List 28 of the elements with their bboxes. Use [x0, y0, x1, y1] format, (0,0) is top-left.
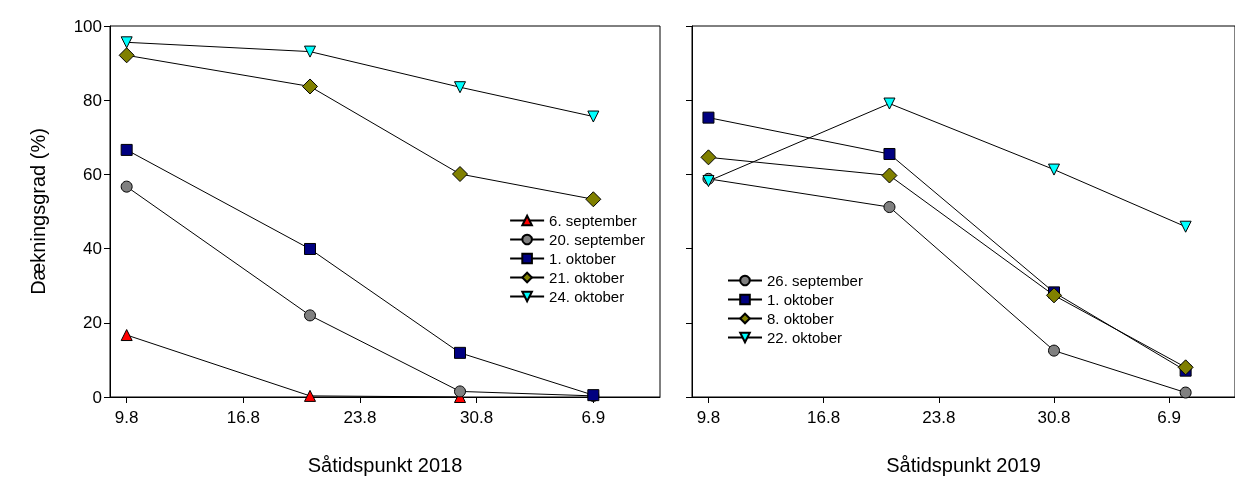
x-tick-label: 16.8 [807, 408, 841, 427]
x-tick-label: 9.8 [114, 408, 139, 427]
y-tick-label: 100 [73, 16, 102, 36]
x-tick-label: 16.8 [226, 408, 260, 427]
x-axis-title: Såtidspunkt 2018 [307, 454, 463, 476]
legend-label: 8. oktober [767, 310, 834, 327]
legend-label: 6. september [549, 212, 637, 229]
legend-label: 21. oktober [549, 269, 625, 286]
legend-label: 22. oktober [767, 329, 843, 346]
y-tick-label: 80 [83, 90, 102, 110]
legend-label: 20. september [549, 231, 645, 248]
y-axis-title: Dækningsgrad (%) [27, 128, 49, 295]
y-tick-label: 20 [83, 313, 102, 333]
x-tick-label: 6.9 [1157, 408, 1181, 427]
x-tick-label: 6.9 [581, 408, 606, 427]
x-axis-title: Såtidspunkt 2019 [886, 454, 1041, 476]
legend-label: 24. oktober [549, 288, 625, 305]
y-tick-label: 0 [92, 387, 102, 407]
y-tick-label: 40 [83, 239, 102, 259]
x-tick-label: 30.8 [1037, 408, 1071, 427]
legend-label: 1. oktober [767, 291, 834, 308]
x-tick-label: 23.8 [343, 408, 377, 427]
legend-label: 26. september [767, 272, 863, 289]
x-tick-label: 9.8 [696, 408, 721, 427]
y-tick-label: 60 [83, 164, 102, 184]
x-tick-label: 23.8 [922, 408, 956, 427]
legend-label: 1. oktober [549, 250, 616, 267]
x-tick-label: 30.8 [460, 408, 494, 427]
